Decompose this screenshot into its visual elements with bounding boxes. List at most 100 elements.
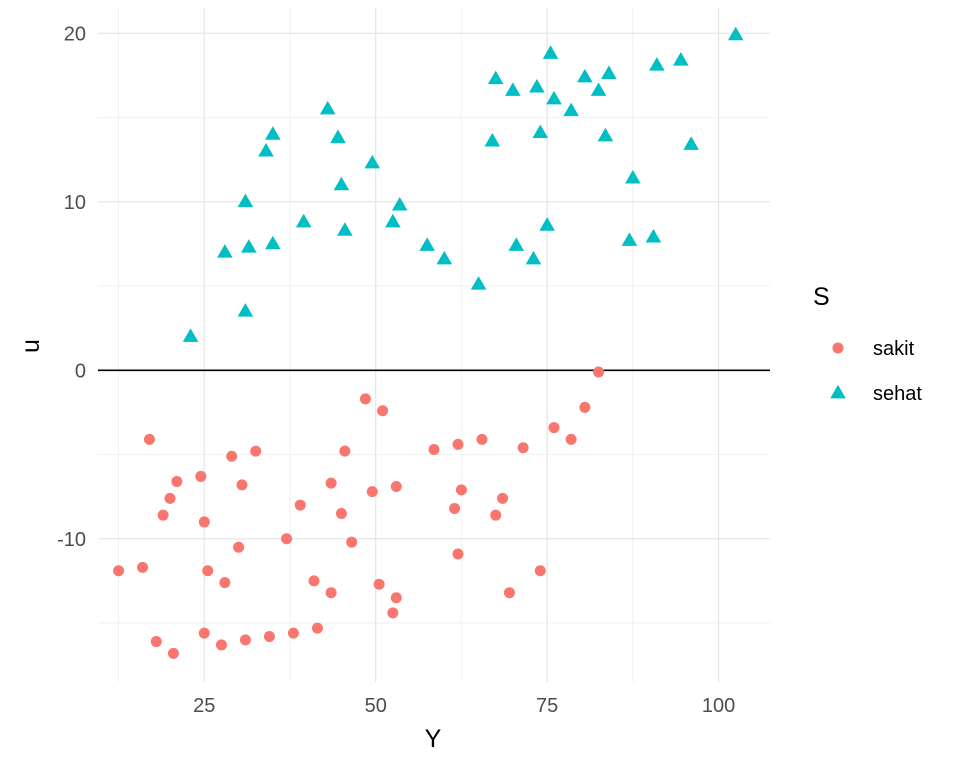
point-sakit bbox=[490, 509, 502, 521]
point-sakit bbox=[497, 492, 509, 504]
point-sehat bbox=[649, 57, 665, 71]
point-sakit bbox=[390, 592, 402, 604]
point-sehat bbox=[621, 232, 638, 246]
point-sakit bbox=[219, 577, 231, 589]
point-sehat bbox=[319, 100, 336, 115]
point-sehat bbox=[265, 126, 281, 140]
point-sehat bbox=[625, 169, 641, 184]
point-sakit bbox=[449, 502, 461, 514]
point-sakit bbox=[164, 492, 176, 504]
point-sehat bbox=[265, 235, 281, 250]
point-sehat bbox=[505, 82, 521, 96]
legend-item-sehat: sehat bbox=[830, 383, 922, 405]
point-sehat bbox=[508, 237, 525, 251]
point-sakit bbox=[373, 578, 385, 590]
legend-title: S bbox=[813, 283, 830, 311]
point-sakit bbox=[390, 481, 402, 493]
point-sehat bbox=[590, 82, 607, 96]
point-sakit bbox=[167, 647, 179, 659]
point-sakit bbox=[287, 627, 299, 639]
point-sehat bbox=[330, 129, 346, 144]
point-sehat bbox=[563, 102, 579, 117]
point-sakit bbox=[565, 433, 577, 445]
point-sehat bbox=[237, 303, 254, 317]
y-tick-label: 10 bbox=[64, 192, 86, 214]
x-tick-label: 100 bbox=[702, 695, 735, 717]
point-sakit bbox=[202, 565, 214, 577]
point-sakit bbox=[308, 575, 320, 587]
point-sehat bbox=[385, 213, 401, 228]
point-sakit bbox=[534, 565, 546, 577]
point-sehat bbox=[391, 196, 408, 211]
point-sakit bbox=[579, 401, 591, 413]
point-sehat bbox=[258, 143, 274, 157]
x-axis-title: Y bbox=[425, 725, 442, 753]
point-sehat bbox=[470, 276, 487, 290]
x-tick-label: 75 bbox=[536, 695, 558, 717]
legend-key-sakit bbox=[832, 342, 844, 354]
point-sakit bbox=[428, 443, 440, 455]
y-tick-label: -10 bbox=[57, 529, 86, 551]
legend: S sakit sehat bbox=[813, 283, 922, 405]
point-sehat bbox=[683, 136, 699, 150]
point-sehat bbox=[542, 45, 559, 59]
y-axis-title: u bbox=[17, 339, 45, 353]
point-sakit bbox=[452, 438, 464, 450]
x-tick-label: 50 bbox=[365, 695, 387, 717]
point-sakit bbox=[263, 631, 275, 643]
grid-lines bbox=[98, 8, 770, 682]
point-sehat bbox=[364, 154, 381, 169]
legend-key-sehat bbox=[830, 384, 846, 399]
point-sehat bbox=[419, 237, 435, 251]
point-sakit bbox=[366, 486, 378, 498]
y-tick-label: 20 bbox=[64, 23, 86, 45]
point-sehat bbox=[532, 124, 549, 139]
point-sakit bbox=[198, 627, 210, 639]
point-sakit bbox=[325, 477, 337, 489]
point-sakit bbox=[476, 433, 488, 445]
point-sehat bbox=[182, 328, 199, 342]
point-sakit bbox=[150, 636, 162, 648]
point-sakit bbox=[250, 445, 262, 457]
point-sehat bbox=[295, 213, 312, 228]
point-sakit bbox=[281, 533, 293, 545]
point-sehat bbox=[539, 217, 555, 231]
tick-labels: 25 50 75 100 -10 0 10 20 bbox=[57, 23, 735, 717]
point-sakit bbox=[339, 445, 351, 457]
point-sehat bbox=[333, 176, 350, 191]
point-sehat bbox=[546, 90, 562, 105]
point-sakit bbox=[387, 607, 399, 619]
y-tick-label: 0 bbox=[75, 360, 86, 382]
point-sehat bbox=[577, 68, 593, 83]
point-sakit bbox=[311, 622, 323, 634]
point-sakit bbox=[171, 475, 183, 487]
point-sakit bbox=[113, 565, 125, 577]
x-tick-label: 25 bbox=[193, 695, 215, 717]
point-sehat bbox=[436, 250, 453, 265]
point-sakit bbox=[294, 499, 306, 511]
point-sakit bbox=[236, 479, 248, 491]
point-sakit bbox=[143, 433, 155, 445]
point-sehat bbox=[597, 127, 614, 142]
legend-label-sakit: sakit bbox=[873, 338, 915, 360]
point-sakit bbox=[198, 516, 210, 528]
point-sakit bbox=[593, 366, 605, 378]
point-sakit bbox=[157, 509, 169, 521]
point-sehat bbox=[525, 250, 542, 265]
point-sehat bbox=[217, 244, 233, 258]
point-sakit bbox=[455, 484, 467, 496]
point-sakit bbox=[233, 541, 245, 553]
data-points bbox=[113, 26, 744, 659]
point-sehat bbox=[487, 70, 504, 85]
point-sakit bbox=[226, 450, 238, 462]
point-sakit bbox=[359, 393, 371, 405]
point-sakit bbox=[548, 422, 560, 434]
point-sehat bbox=[673, 52, 689, 66]
legend-label-sehat: sehat bbox=[873, 383, 922, 405]
point-sakit bbox=[503, 587, 515, 599]
point-sakit bbox=[346, 536, 358, 548]
point-sehat bbox=[727, 26, 744, 41]
point-sehat bbox=[337, 222, 353, 236]
point-sehat bbox=[645, 228, 662, 243]
